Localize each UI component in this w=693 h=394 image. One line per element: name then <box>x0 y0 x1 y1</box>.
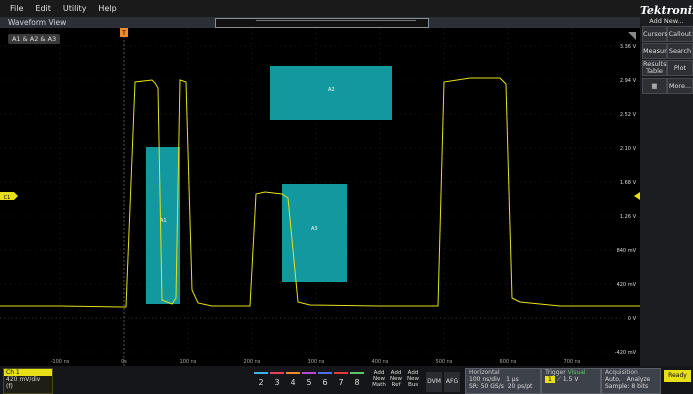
ch5-button[interactable]: 5 <box>302 372 316 392</box>
search-button[interactable]: Search <box>667 43 693 59</box>
svg-text:T: T <box>121 30 126 37</box>
trigger-title: Trigger <box>545 369 566 376</box>
trigger-position-marker[interactable]: T <box>120 28 128 37</box>
horizontal-scale: 100 ns/div <box>469 376 501 383</box>
dvm-button[interactable]: DVM <box>426 372 442 392</box>
tektronix-logo: Tektronix <box>640 4 693 17</box>
ch6-button[interactable]: 6 <box>318 372 332 392</box>
y-label: 840 mV <box>617 248 637 254</box>
ch1-scale: 420 mV/div <box>6 376 41 383</box>
acquisition-title: Acquisition <box>605 369 638 376</box>
table-icon[interactable]: ▦ <box>642 78 667 94</box>
ch2-button[interactable]: 2 <box>254 372 268 392</box>
waveform-overview[interactable] <box>215 18 429 28</box>
ch1-offset-marker[interactable]: C1 <box>0 192 18 201</box>
waveform-plot[interactable]: A1 A2 A3 3.36 V 2.94 V 2.52 V 2.10 V 1.6… <box>0 28 640 366</box>
add-new-math-button[interactable]: Add New Math <box>372 370 386 388</box>
menu-bar: File Edit Utility Help <box>0 0 640 17</box>
waveform-view-title: Waveform View <box>8 18 67 27</box>
ch8-button[interactable]: 8 <box>350 372 364 392</box>
afg-button[interactable]: AFG <box>444 372 460 392</box>
area-label-a3: A3 <box>311 226 318 232</box>
x-label: -100 ns <box>51 359 70 365</box>
results-table-button[interactable]: Results Table <box>642 60 667 76</box>
x-label: 600 ns <box>500 359 517 365</box>
y-label: 2.52 V <box>620 112 637 118</box>
y-axis-labels: 3.36 V 2.94 V 2.52 V 2.10 V 1.68 V 1.26 … <box>615 44 637 356</box>
menu-edit[interactable]: Edit <box>35 4 51 13</box>
y-label: 420 mV <box>617 282 637 288</box>
trigger-level: 1.5 V <box>562 376 579 383</box>
search-area-a1[interactable]: A1 <box>146 147 180 304</box>
ch4-button[interactable]: 4 <box>286 372 300 392</box>
area-label-a2: A2 <box>328 87 335 93</box>
horizontal-title: Horizontal <box>469 369 500 376</box>
results-sidebar: Tektronix Add New... Cursors Callout Mea… <box>640 0 693 394</box>
horizontal-record: 1 µs <box>506 376 519 383</box>
search-area-a2[interactable]: A2 <box>270 66 392 120</box>
acquisition-mode: Auto, <box>605 376 621 383</box>
y-label: 3.36 V <box>620 44 637 50</box>
x-label: 200 ns <box>244 359 261 365</box>
add-new-label: Add New... <box>649 17 684 25</box>
y-label: 1.68 V <box>620 180 637 186</box>
callout-button[interactable]: Callout <box>667 26 693 42</box>
ready-status: Ready <box>664 370 691 382</box>
acquisition-panel[interactable]: Acquisition Auto, Analyze Sample: 8 bits <box>601 368 661 394</box>
x-label: 100 ns <box>180 359 197 365</box>
search-area-a3[interactable]: A3 <box>282 184 347 282</box>
ch3-button[interactable]: 3 <box>270 372 284 392</box>
y-label: 2.10 V <box>620 146 637 152</box>
cursors-button[interactable]: Cursors <box>642 26 668 42</box>
plot-button[interactable]: Plot <box>667 60 693 76</box>
menu-utility[interactable]: Utility <box>62 4 87 13</box>
ch1-badge[interactable]: Ch 1 420 mV/div (f) <box>3 368 53 394</box>
add-new-bus-button[interactable]: Add New Bus <box>407 370 419 388</box>
trigger-source: 1 <box>545 376 555 383</box>
acquisition-analyze: Analyze <box>626 376 651 383</box>
settings-bar: Ch 1 420 mV/div (f) 2 3 4 5 6 7 8 Add New… <box>0 366 693 394</box>
x-label: 500 ns <box>436 359 453 365</box>
more-button[interactable]: More... <box>667 78 693 94</box>
ch1-label: Ch 1 <box>4 369 52 376</box>
horizontal-sample-rate: SR: 50 GS/s <box>469 383 504 390</box>
x-label: 400 ns <box>372 359 389 365</box>
svg-text:C1: C1 <box>4 195 11 201</box>
y-label: 1.26 V <box>620 214 637 220</box>
measure-button[interactable]: Measure <box>642 43 671 59</box>
corner-resize-icon <box>628 32 636 40</box>
ch1-line2: (f) <box>6 383 13 390</box>
x-axis-labels: -100 ns 0s 100 ns 200 ns 300 ns 400 ns 5… <box>51 359 581 365</box>
ch1-waveform <box>0 77 640 308</box>
horizontal-resolution: 20 ps/pt <box>507 383 533 390</box>
y-label: 2.94 V <box>620 78 637 84</box>
y-label: -420 mV <box>615 350 637 356</box>
horizontal-panel[interactable]: Horizontal 100 ns/div 1 µs SR: 50 GS/s 2… <box>465 368 541 394</box>
menu-help[interactable]: Help <box>98 4 117 13</box>
add-new-ref-button[interactable]: Add New Ref <box>390 370 402 388</box>
ch7-button[interactable]: 7 <box>334 372 348 392</box>
trigger-mode: Visual <box>567 369 586 376</box>
trigger-level-arrow <box>634 192 640 200</box>
trigger-edge-icon: ⟋ <box>556 376 561 383</box>
area-label-a1: A1 <box>160 218 167 224</box>
x-label: 300 ns <box>308 359 325 365</box>
menu-file[interactable]: File <box>10 4 24 13</box>
trigger-panel[interactable]: Trigger Visual 1 ⟋ 1.5 V <box>541 368 601 394</box>
x-label: 0s <box>121 359 127 365</box>
acquisition-sample: Sample: 8 bits <box>605 383 649 390</box>
search-expression-badge[interactable]: A1 & A2 & A3 <box>8 34 61 44</box>
y-label: 0 V <box>628 316 637 322</box>
x-label: 700 ns <box>564 359 581 365</box>
